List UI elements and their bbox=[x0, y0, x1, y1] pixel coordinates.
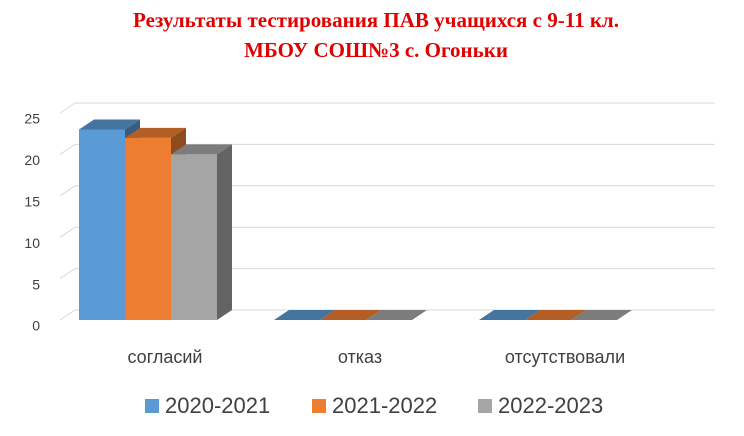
bar bbox=[571, 310, 632, 320]
grid-line bbox=[59, 102, 76, 114]
legend-label: 2021-2022 bbox=[332, 393, 437, 418]
y-tick-label: 0 bbox=[32, 318, 40, 334]
legend-label: 2020-2021 bbox=[165, 393, 270, 418]
x-tick-label: отсутствовали bbox=[505, 347, 625, 367]
legend-label: 2022-2023 bbox=[498, 393, 603, 418]
y-tick-label: 20 bbox=[24, 152, 40, 168]
grid-line bbox=[59, 226, 76, 238]
bar bbox=[171, 144, 232, 320]
y-tick-label: 15 bbox=[24, 194, 40, 210]
grid-line bbox=[59, 268, 76, 280]
legend-swatch bbox=[145, 399, 159, 413]
bar bbox=[320, 310, 381, 320]
bar bbox=[525, 310, 586, 320]
grid-line bbox=[59, 185, 76, 197]
x-tick-label: согласий bbox=[127, 347, 202, 367]
grid-line bbox=[59, 143, 76, 155]
legend-swatch bbox=[312, 399, 326, 413]
y-tick-label: 25 bbox=[24, 111, 40, 127]
bar bbox=[479, 310, 540, 320]
x-tick-label: отказ bbox=[338, 347, 382, 367]
y-tick-label: 5 bbox=[32, 276, 40, 292]
y-tick-label: 10 bbox=[24, 235, 40, 251]
bar bbox=[274, 310, 335, 320]
legend-swatch bbox=[478, 399, 492, 413]
chart-title: МБОУ СОШ№3 с. Огоньки bbox=[244, 38, 508, 62]
grid-line bbox=[59, 309, 76, 321]
bar bbox=[366, 310, 427, 320]
chart-title: Результаты тестирования ПАВ учащихся с 9… bbox=[133, 8, 619, 32]
